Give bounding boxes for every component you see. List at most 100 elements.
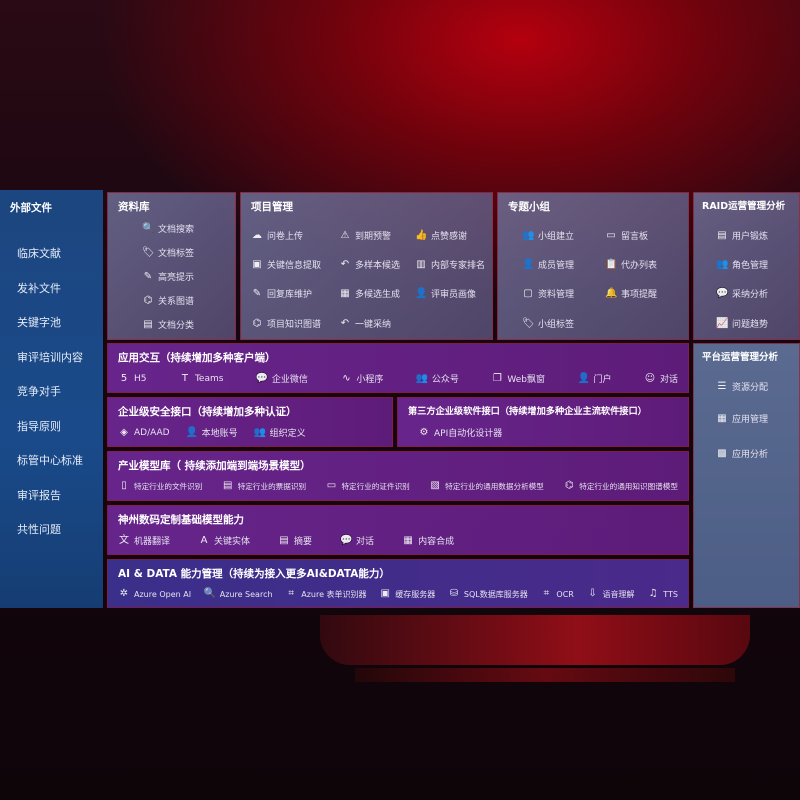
feature-item-openai[interactable]: ✲ Azure Open AI [118, 588, 191, 600]
feature-item-official-account[interactable]: 👥 公众号 [415, 372, 459, 386]
feature-item-local-account[interactable]: 👤 本地账号 [186, 426, 238, 440]
feature-item-trend[interactable]: 📈 问题趋势 [716, 317, 768, 331]
feature-label: 关键实体 [214, 537, 251, 547]
feature-item-ocr[interactable]: ⌗ OCR [540, 588, 574, 600]
feature-label: 留言板 [621, 232, 649, 242]
feature-item-search[interactable]: 🔍 Azure Search [204, 588, 273, 600]
qa-icon: 💬 [716, 287, 729, 299]
chart-icon: ▧ [430, 480, 440, 491]
feature-item-folder[interactable]: ▢ 资料管理 [522, 287, 574, 301]
chat-icon: ☺ [644, 372, 656, 384]
feature-item-portal[interactable]: 👤 门户 [577, 372, 611, 386]
feature-label: 事项提醒 [621, 290, 658, 300]
feature-item-id-card[interactable]: ▭ 特定行业的证件识别 [325, 480, 410, 492]
sidebar-item[interactable]: 关键字池 [17, 316, 61, 329]
bbs-icon: ▭ [606, 229, 616, 241]
feature-label: 摘要 [294, 537, 313, 547]
sidebar-item[interactable]: 审评报告 [17, 488, 61, 502]
feature-item-wecom[interactable]: 💬 企业微信 [256, 372, 308, 386]
user-icon: 👤 [415, 287, 428, 299]
feature-label: 内部专家排名 [431, 261, 486, 271]
feature-label: 多样本候选 [355, 261, 401, 271]
feature-item-cache[interactable]: ▣ 缓存服务器 [379, 588, 435, 600]
feature-item-file[interactable]: ▯ 特定行业的文件识别 [118, 480, 202, 492]
feature-item-pen[interactable]: ✎ 高亮提示 [142, 270, 194, 284]
feature-item-reply[interactable]: ↶ 多样本候选 [339, 258, 401, 272]
feature-item-tag[interactable]: 🏷 文档标签 [142, 246, 195, 260]
feature-item-id-card[interactable]: ▤ 用户锻炼 [716, 229, 768, 243]
feature-item-thumbs-up[interactable]: 👍 点赞感谢 [415, 229, 467, 243]
sidebar-item[interactable]: 审评培训内容 [17, 350, 83, 364]
feature-item-bbs[interactable]: ▭ 留言板 [605, 229, 649, 243]
feature-item-add-member[interactable]: 👤 成员管理 [522, 258, 575, 272]
feature-item-checklist[interactable]: ☰ 资源分配 [716, 380, 769, 394]
feature-item-user[interactable]: 👤 评审员画像 [415, 287, 477, 301]
feature-label: 关键信息提取 [267, 261, 322, 271]
panel-security-interface: 企业级安全接口（持续增加多种认证） ◈ AD/AAD 👤 本地账号 👥 组织定义 [107, 397, 393, 447]
feature-item-knowledge-graph[interactable]: ⌬ 特定行业的通用知识图谱模型 [563, 480, 678, 492]
feature-item-cloud-upload[interactable]: ☁ 问卷上传 [251, 229, 303, 243]
official-account-icon: 👥 [415, 372, 429, 384]
apps-icon: ▦ [717, 412, 727, 424]
feature-item-html5[interactable]: 5 H5 [118, 373, 147, 385]
feature-label: 评审员画像 [431, 290, 477, 300]
feature-item-entity[interactable]: A 关键实体 [198, 534, 251, 548]
id-card-icon: ▭ [326, 480, 337, 491]
feature-item-teams[interactable]: T Teams [179, 373, 224, 385]
feature-item-api-gear[interactable]: ⚙ API自动化设计器 [418, 426, 503, 440]
feature-item-receipt[interactable]: ▤ 特定行业的票据识别 [222, 480, 306, 492]
sidebar-item[interactable]: 临床文献 [17, 247, 61, 260]
feature-item-web-window[interactable]: ❐ Web飘窗 [491, 372, 545, 386]
panel-thirdparty-interface: 第三方企业级软件接口（持续增加多种企业主流软件接口） ⚙ API自动化设计器 [397, 397, 689, 447]
feature-item-knowledge-graph[interactable]: ⌬ 项目知识图谱 [251, 317, 321, 331]
feature-item-edit[interactable]: ✎ 回复库维护 [251, 287, 312, 301]
feature-item-compose[interactable]: ▦ 内容合成 [402, 534, 454, 548]
feature-item-chat[interactable]: ☺ 对话 [644, 372, 678, 386]
graph-icon: ⌬ [143, 294, 153, 306]
feature-item-tts[interactable]: ♫ TTS [647, 588, 678, 600]
portal-icon: 👤 [577, 372, 590, 384]
feature-item-reply[interactable]: ↶ 一键采纳 [339, 317, 391, 331]
feature-item-users[interactable]: 👥 小组建立 [522, 229, 574, 243]
receipt-icon: ▤ [222, 480, 233, 491]
users-icon: 👥 [716, 258, 729, 270]
feature-item-summary[interactable]: ▤ 摘要 [278, 534, 313, 548]
feature-label: 对话 [356, 537, 375, 547]
feature-item-sql[interactable]: ⛁ SQL数据库服务器 [448, 588, 528, 600]
sidebar-item[interactable]: 竞争对手 [17, 385, 61, 398]
feature-item-info-extract[interactable]: ▣ 关键信息提取 [251, 258, 322, 272]
feature-item-miniprogram[interactable]: ∿ 小程序 [340, 372, 383, 386]
feature-item-ranking[interactable]: ▥ 内部专家排名 [415, 258, 486, 272]
sidebar-item[interactable]: 发补文件 [17, 281, 61, 295]
feature-item-bell[interactable]: 🔔 事项提醒 [605, 287, 658, 301]
feature-item-qa[interactable]: 💬 采纳分析 [716, 287, 768, 301]
feature-item-tag[interactable]: 🏷 小组标签 [522, 317, 574, 331]
sidebar-item[interactable]: 指导原则 [17, 419, 61, 433]
feature-label: 成员管理 [538, 261, 575, 271]
analysis-icon: ▩ [717, 447, 727, 459]
feature-label: 文档标签 [158, 249, 195, 259]
feature-item-graph[interactable]: ⌬ 关系图谱 [142, 294, 194, 308]
feature-item-chat[interactable]: 💬 对话 [340, 534, 375, 548]
alarm-icon: ⚠ [340, 229, 350, 241]
feature-item-aad[interactable]: ◈ AD/AAD [118, 427, 169, 439]
sidebar-item[interactable]: 共性问题 [17, 523, 61, 536]
feature-item-puzzle[interactable]: ▦ 多候选生成 [339, 287, 400, 301]
feature-item-chart[interactable]: ▧ 特定行业的通用数据分析模型 [429, 480, 543, 492]
feature-item-apps[interactable]: ▦ 应用管理 [716, 412, 768, 426]
feature-item-analysis[interactable]: ▩ 应用分析 [716, 447, 768, 461]
feature-item-doc-classify[interactable]: ▤ 文档分类 [142, 318, 194, 332]
feature-item-speech[interactable]: ⇩ 语音理解 [587, 588, 634, 600]
feature-item-org[interactable]: 👥 组织定义 [254, 426, 306, 440]
feature-label: Teams [194, 373, 224, 384]
feature-item-clipboard[interactable]: 📋 代办列表 [605, 258, 657, 272]
panel-raid-analysis: RAID运营管理分析 ▤ 用户锻炼 👥 角色管理 💬 采纳分析 📈 问题趋势 [693, 192, 800, 340]
feature-item-alarm[interactable]: ⚠ 到期预警 [339, 229, 392, 243]
feature-label: API自动化设计器 [434, 429, 503, 439]
feature-item-translate[interactable]: 文机器翻译 [118, 534, 170, 548]
translate-icon: 文 [119, 534, 129, 546]
sidebar-item[interactable]: 标管中心标准 [17, 454, 83, 467]
feature-item-form-recognizer[interactable]: ⌗ Azure 表单识别器 [285, 588, 366, 600]
feature-item-users[interactable]: 👥 角色管理 [716, 258, 768, 272]
feature-item-doc-search[interactable]: 🔍 文档搜索 [142, 222, 194, 236]
